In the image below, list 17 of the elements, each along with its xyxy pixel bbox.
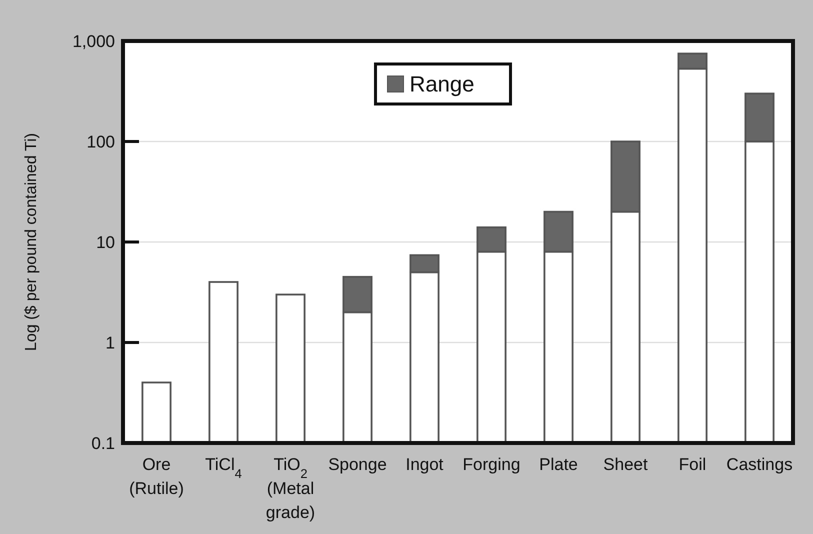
y-tick-label: 0.1 [91,434,115,453]
x-tick-label: Ingot [406,455,444,474]
y-tick-label: 100 [86,132,115,152]
x-tick-label: Sponge [328,455,387,474]
x-tick-label: Sheet [603,455,648,474]
y-axis-title: Log ($ per pound contained Ti) [23,133,40,351]
x-tick-label: Plate [539,455,578,474]
x-tick-label: TiCl$_{4}$ [205,455,242,480]
y-tick-label: 1 [106,333,115,352]
legend-label: Range [410,72,474,97]
y-tick-label: 1,000 [72,32,115,51]
y-tick-label: 10 [96,232,115,252]
x-tick-label: Ore (Rutile) [129,455,184,498]
x-tick-label: Castings [726,455,793,474]
x-tick-label: Foil [678,455,706,474]
x-tick-label: TiO$_{2}$ (Metal grade) [266,455,316,522]
x-tick-label: Forging [462,455,520,474]
